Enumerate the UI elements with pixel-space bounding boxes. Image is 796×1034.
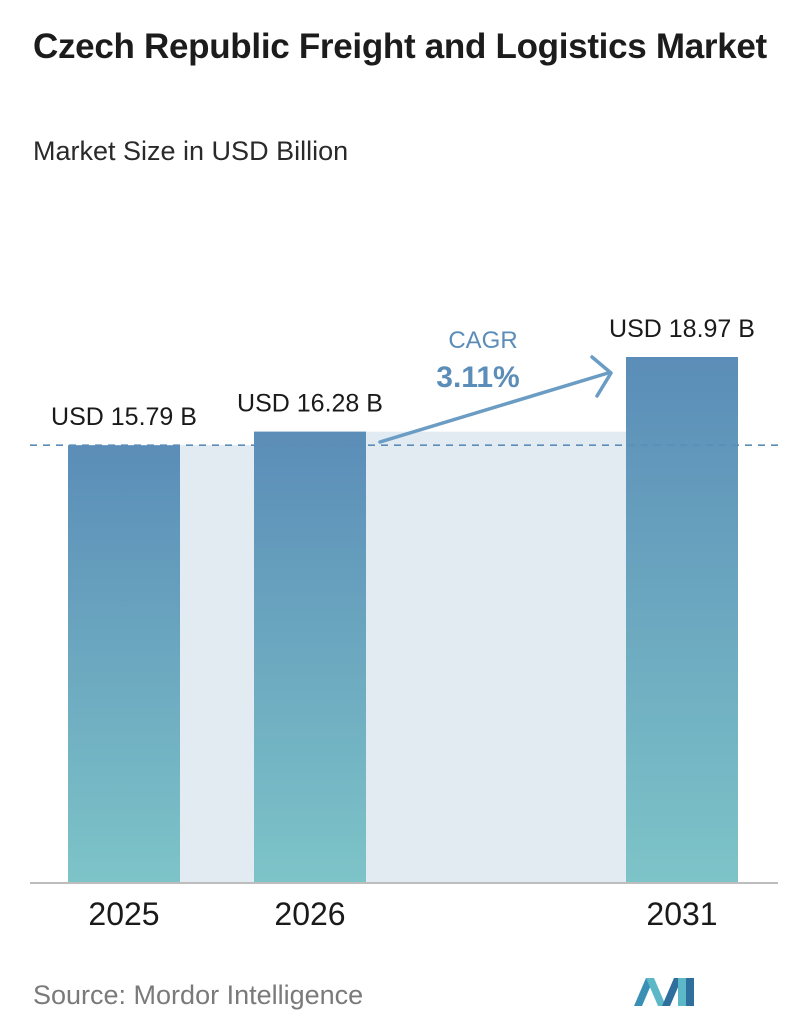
band-segment-2	[366, 431, 626, 883]
cagr-value: 3.11%	[436, 361, 519, 394]
tick-label-2026: 2026	[274, 896, 345, 932]
value-label-2026: USD 16.28 B	[237, 390, 383, 418]
tick-label-2031: 2031	[646, 896, 717, 932]
value-label-2025: USD 15.79 B	[51, 403, 197, 431]
bar-2026	[254, 431, 366, 883]
bar-2025	[68, 445, 180, 883]
bar-chart: USD 15.79 B USD 16.28 B USD 18.97 B 2025 202…	[30, 315, 778, 932]
chart-title: Czech Republic Freight and Logistics Mar…	[33, 27, 767, 66]
value-label-2031: USD 18.97 B	[609, 315, 755, 343]
source-note: Source: Mordor Intelligence	[33, 980, 364, 1010]
bar-2031	[626, 357, 738, 883]
tick-label-2025: 2025	[88, 896, 159, 932]
cagr-arrow-line	[378, 371, 610, 444]
band-segment-1	[180, 445, 254, 883]
mordor-intelligence-logo-icon	[634, 978, 694, 1006]
cagr-arrow-head	[590, 355, 613, 398]
cagr-label: CAGR	[448, 327, 517, 354]
chart-subtitle: Market Size in USD Billion	[33, 136, 349, 166]
